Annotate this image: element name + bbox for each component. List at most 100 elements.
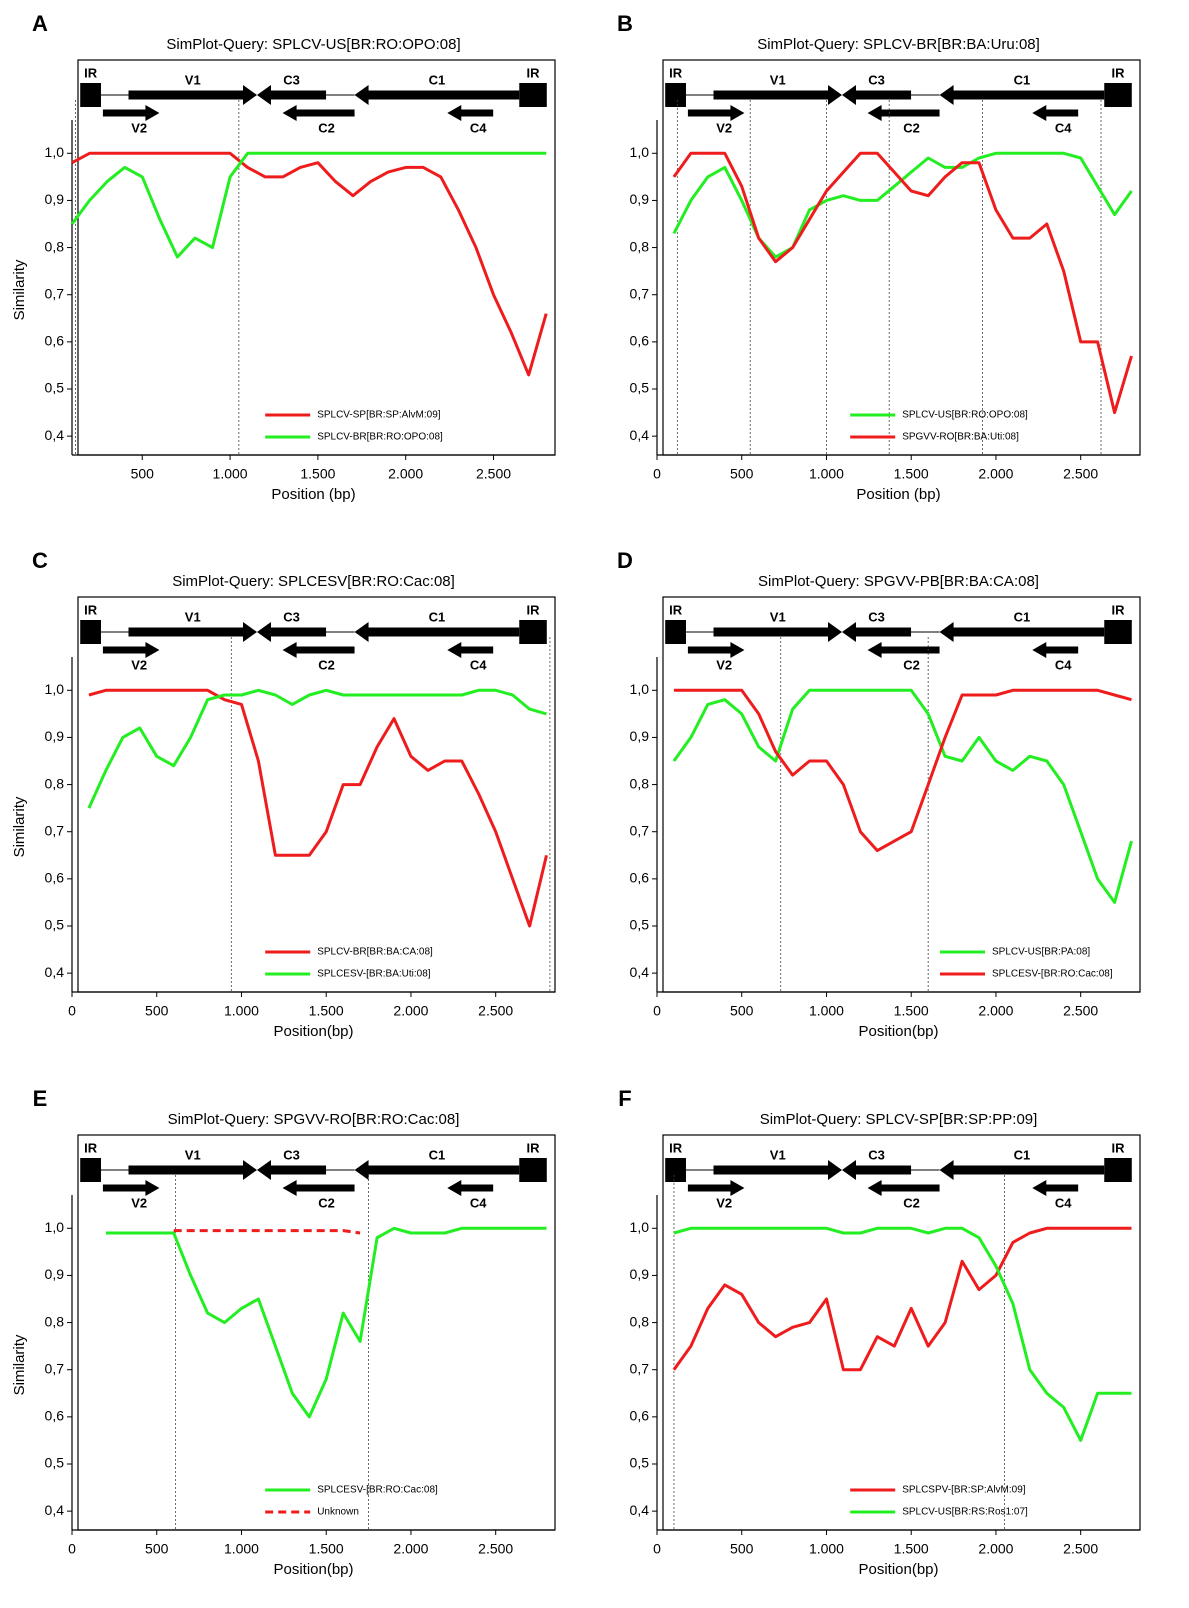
y-tick-label: 0,4 xyxy=(630,427,650,443)
x-tick-label: 2.000 xyxy=(393,1541,428,1557)
y-tick-label: 1,0 xyxy=(45,681,65,697)
y-tick-label: 0,5 xyxy=(45,1455,65,1471)
gene-label: IR xyxy=(1112,65,1126,80)
gene-arrow xyxy=(282,105,355,121)
series-line xyxy=(672,688,1133,904)
chart-title: SimPlot-Query: SPLCESV[BR:RO:Cac:08] xyxy=(172,573,455,590)
series-line xyxy=(673,688,1132,853)
gene-arrow xyxy=(102,642,160,658)
panel-letter: B xyxy=(617,11,633,36)
series-line xyxy=(173,1229,361,1235)
gene-arrow xyxy=(128,85,257,105)
gene-label: C4 xyxy=(470,1195,487,1210)
panel-letter: F xyxy=(618,1086,631,1111)
panel: B SimPlot-Query: SPLCV-BR[BR:BA:Uru:08] IR… xyxy=(617,11,1141,503)
x-tick-label: 2.500 xyxy=(478,1003,513,1019)
panel-letter: D xyxy=(617,548,633,573)
gene-arrow xyxy=(687,642,745,658)
gene-label: C3 xyxy=(868,609,885,624)
gene-label: V1 xyxy=(770,72,786,87)
y-tick-label: 0,5 xyxy=(45,380,65,396)
y-tick-label: 0,4 xyxy=(45,1502,65,1518)
y-tick-label: 0,6 xyxy=(45,870,65,886)
gene-label: IR xyxy=(84,65,98,80)
gene-label: C1 xyxy=(429,1147,446,1162)
y-tick-label: 0,6 xyxy=(630,870,650,886)
chart-title: SimPlot-Query: SPGVV-PB[BR:BA:CA:08] xyxy=(758,573,1039,590)
inverted-repeat xyxy=(519,1158,547,1182)
gene-arrow xyxy=(687,1180,745,1196)
panel-letter: C xyxy=(32,548,48,573)
gene-label: V2 xyxy=(131,657,147,672)
x-tick-label: 1.000 xyxy=(213,466,248,482)
y-tick-label: 0,9 xyxy=(630,191,650,207)
gene-label: V2 xyxy=(131,1195,147,1210)
gene-label: C3 xyxy=(868,1147,885,1162)
y-tick-label: 0,6 xyxy=(45,1408,65,1424)
y-tick-label: 1,0 xyxy=(45,1219,65,1235)
panel-letter: A xyxy=(32,11,48,36)
y-tick-label: 0,7 xyxy=(630,285,650,301)
series-line xyxy=(88,688,548,928)
gene-label: C1 xyxy=(1014,72,1031,87)
gene-label: C1 xyxy=(1014,609,1031,624)
gene-label: C2 xyxy=(903,120,920,135)
y-tick-label: 0,9 xyxy=(45,1266,65,1282)
x-tick-label: 2.500 xyxy=(1063,466,1098,482)
x-tick-label: 500 xyxy=(730,1003,754,1019)
gene-arrow xyxy=(282,1180,355,1196)
x-tick-label: 0 xyxy=(653,1003,661,1019)
y-tick-label: 0,6 xyxy=(630,333,650,349)
x-tick-label: 1.500 xyxy=(309,1003,344,1019)
gene-label: IR xyxy=(1112,602,1126,617)
x-tick-label: 2.000 xyxy=(978,1003,1013,1019)
x-tick-label: 2.500 xyxy=(476,466,511,482)
inverted-repeat xyxy=(519,620,547,644)
y-tick-label: 0,4 xyxy=(45,427,65,443)
gene-label: C4 xyxy=(1055,1195,1072,1210)
gene-label: C2 xyxy=(903,1195,920,1210)
gene-label: V2 xyxy=(131,120,147,135)
gene-arrow xyxy=(867,1180,940,1196)
gene-arrow xyxy=(354,85,520,105)
gene-label: IR xyxy=(669,65,683,80)
gene-arrow xyxy=(282,642,355,658)
gene-arrow xyxy=(128,622,257,642)
legend-label: SPLCESV-[BR:RO:Cac:08] xyxy=(317,1485,438,1496)
gene-label: C4 xyxy=(1055,120,1072,135)
gene-arrow xyxy=(256,622,327,642)
y-tick-label: 0,5 xyxy=(630,1455,650,1471)
gene-label: C2 xyxy=(903,657,920,672)
x-tick-label: 2.000 xyxy=(978,466,1013,482)
gene-label: IR xyxy=(527,602,541,617)
y-tick-label: 0,7 xyxy=(45,1360,65,1376)
y-tick-label: 0,6 xyxy=(45,333,65,349)
gene-arrow xyxy=(713,85,842,105)
gene-arrow xyxy=(447,1180,494,1196)
series-line xyxy=(672,1226,1132,1372)
y-tick-label: 0,7 xyxy=(45,285,65,301)
y-tick-label: 0,9 xyxy=(45,728,65,744)
x-tick-label: 0 xyxy=(653,1541,661,1557)
x-tick-label: 2.000 xyxy=(393,1003,428,1019)
x-tick-label: 500 xyxy=(145,1541,169,1557)
gene-label: C1 xyxy=(429,609,446,624)
gene-label: IR xyxy=(527,1140,541,1155)
gene-arrow xyxy=(687,105,745,121)
x-axis-label: Position(bp) xyxy=(273,1561,353,1578)
gene-label: C3 xyxy=(283,609,300,624)
gene-label: C2 xyxy=(318,1195,335,1210)
y-tick-label: 0,5 xyxy=(630,380,650,396)
gene-arrow xyxy=(1032,642,1079,658)
x-tick-label: 1.000 xyxy=(809,1541,844,1557)
x-axis-label: Position (bp) xyxy=(271,486,355,503)
x-tick-label: 0 xyxy=(653,466,661,482)
chart-title: SimPlot-Query: SPLCV-SP[BR:SP:PP:09] xyxy=(760,1111,1038,1128)
legend-label: SPLCESV-[BR:RO:Cac:08] xyxy=(992,969,1113,980)
y-axis-label: Similarity xyxy=(11,796,28,857)
y-tick-label: 0,8 xyxy=(630,775,650,791)
y-axis-label: Similarity xyxy=(11,259,28,320)
inverted-repeat xyxy=(665,83,686,107)
legend-label: SPLCV-BR[BR:BA:CA:08] xyxy=(317,947,433,958)
chart-title: SimPlot-Query: SPLCV-US[BR:RO:OPO:08] xyxy=(166,36,460,53)
